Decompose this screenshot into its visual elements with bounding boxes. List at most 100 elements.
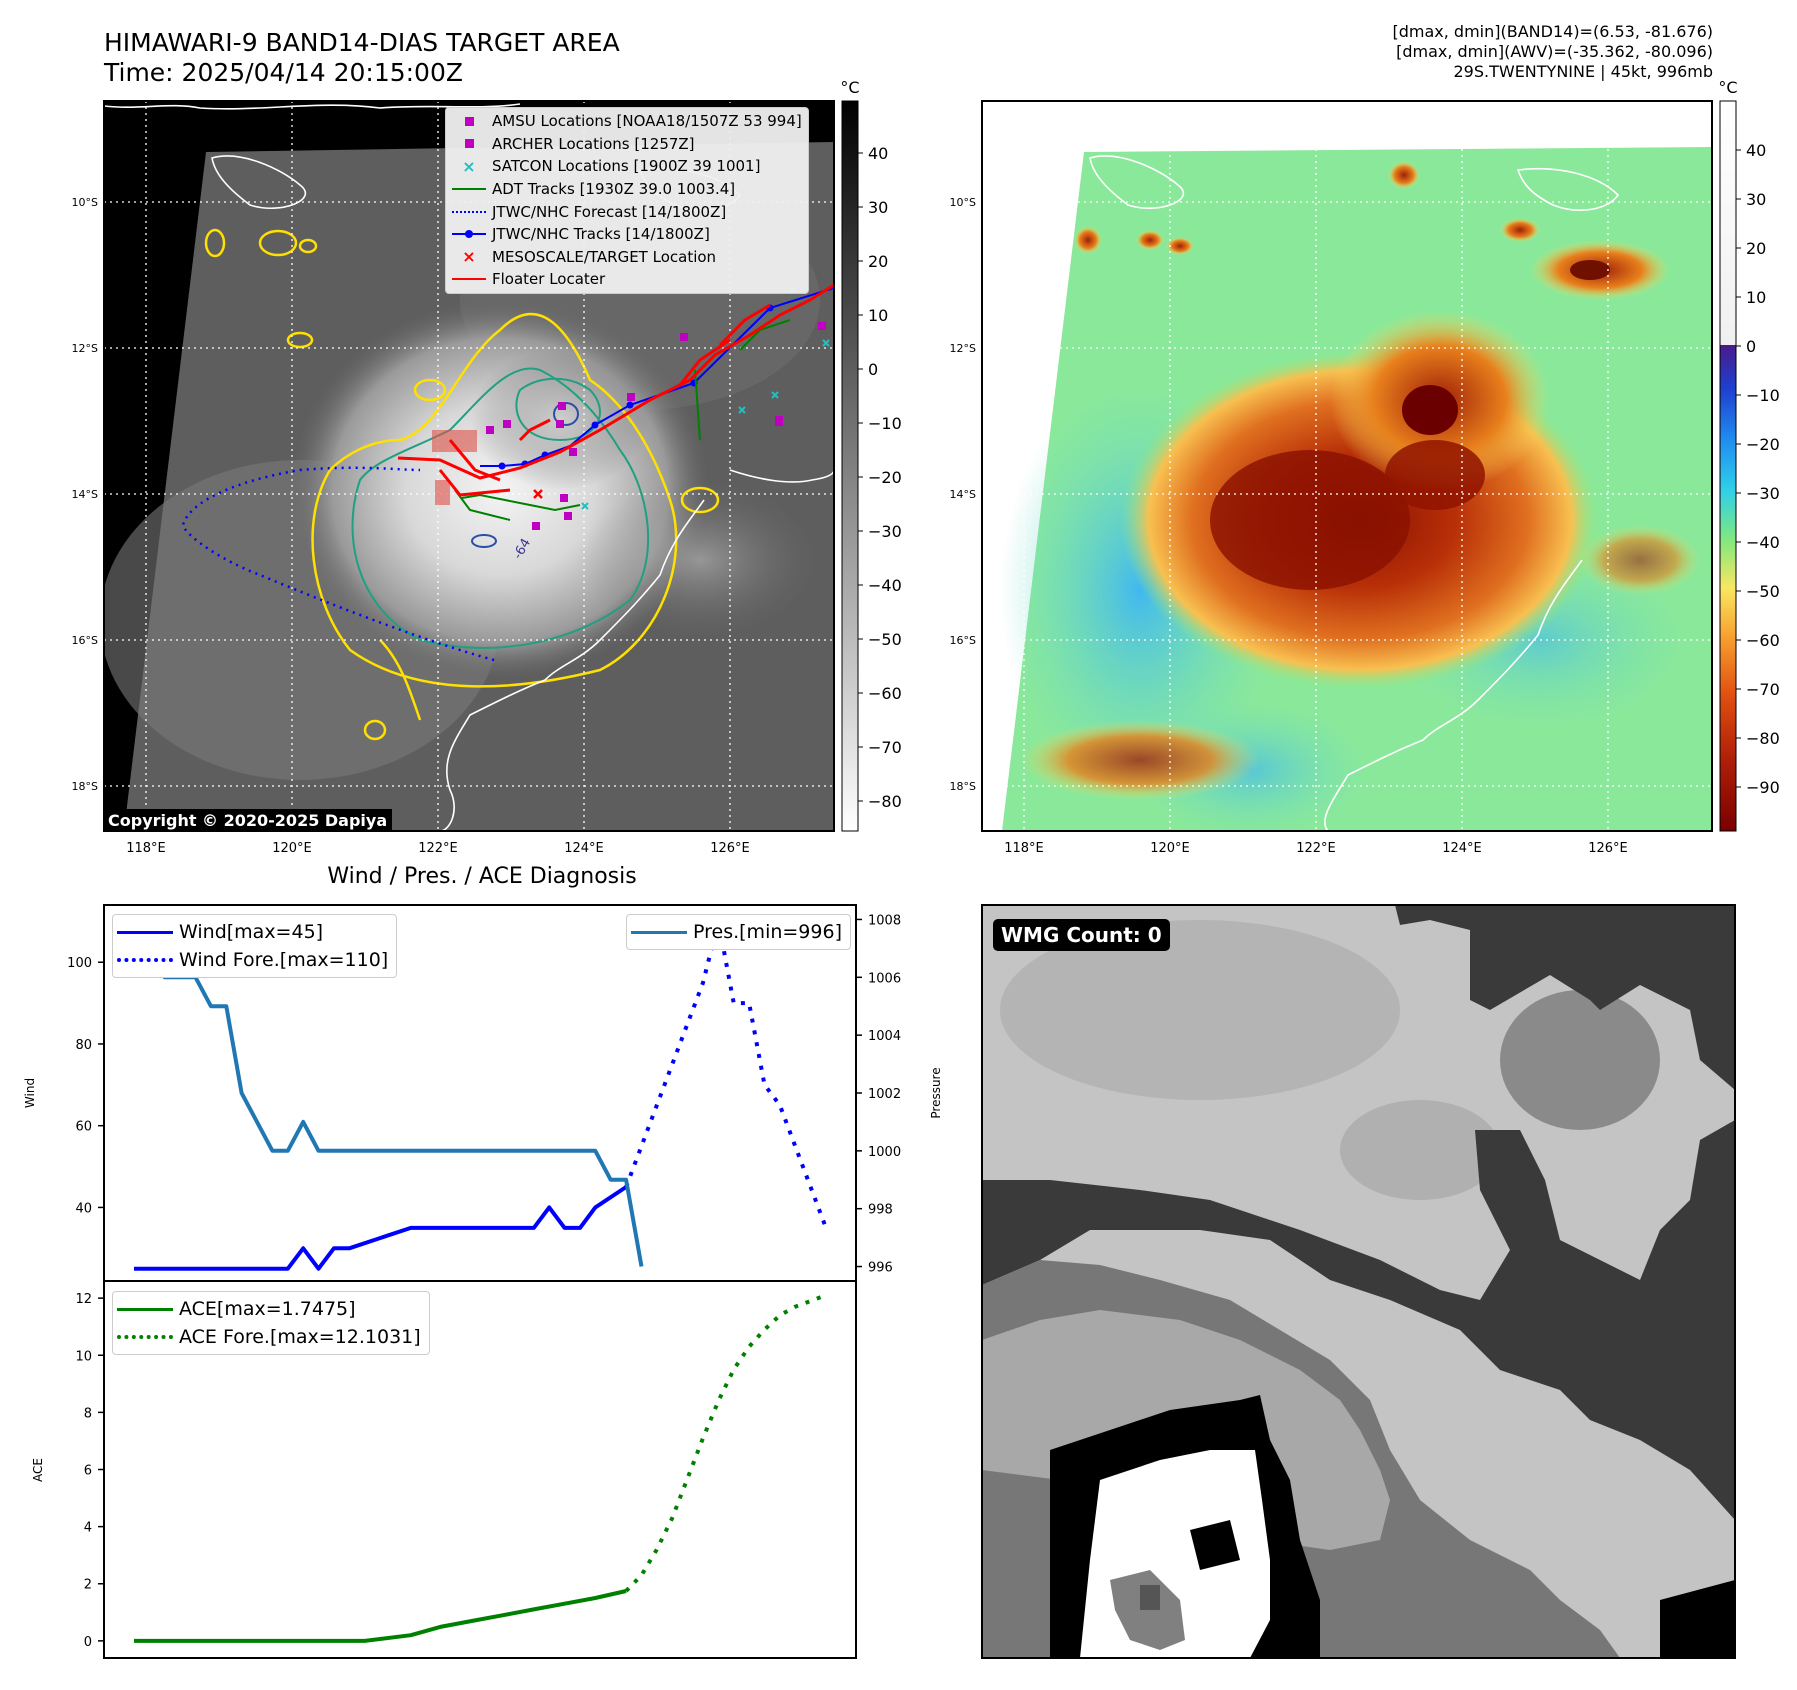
y2-tick-label: 1002 [868,1087,901,1102]
legend-item-archer: ARCHER Locations [1257Z] [446,133,802,156]
legend-item-adt: ADT Tracks [1930Z 39.0 1003.4] [446,178,802,201]
line-marker-icon [452,278,486,281]
awv-lon-tick-label: 122°E [1296,841,1336,856]
legend-item-ace-forecast: ACE Fore.[max=12.1031] [117,1323,421,1351]
adt-tracks [454,319,791,521]
y-tick-label: 0 [84,1635,92,1650]
ir-lat-tick-label: 16°S [72,634,98,647]
awv-colorbar-tick-label: −60 [1746,631,1780,650]
ir-colorbar-ticks: 40 30 20 10 0 −10 −20 −30 −40 −50 −60 −70 −80 [858,144,902,811]
wind-axis-label: Wind [23,1078,37,1108]
legend-item-amsu: AMSU Locations [NOAA18/1507Z 53 994] [446,110,802,133]
legend-item-wind-forecast: Wind Fore.[max=110] [117,946,388,974]
y2-tick-label: 1006 [868,971,901,986]
ace-legend: ACE[max=1.7475] ACE Fore.[max=12.1031] [112,1291,430,1355]
awv-lat-tick-label: 10°S [950,196,976,209]
awv-colorbar [1719,100,1737,832]
awv-lon-tick-label: 120°E [1150,841,1190,856]
ir-colorbar-tick-label: −50 [868,630,902,649]
awv-colorbar-tick-label: −90 [1746,778,1780,797]
y-tick-label: 8 [84,1406,92,1421]
line-marker-icon [631,930,687,934]
map-axis-ticks: 10°S 10°S 12°S 12°S 14°S 14°S 16°S 16°S 18°S 18°S… [72,196,1628,856]
ir-lat-tick-label: 10°S [72,196,98,209]
y2-tick-label: 1008 [868,913,901,928]
legend-item-floater: Floater Locater [446,268,802,291]
legend-item-jtwc-tracks: JTWC/NHC Tracks [14/1800Z] [446,223,802,246]
stats-header: [dmax, dmin](BAND14)=(6.53, -81.676) [dm… [1393,22,1714,82]
awv-lon-tick-label: 124°E [1442,841,1482,856]
awv-colorbar-tick-label: −70 [1746,680,1780,699]
y2-tick-label: 1004 [868,1029,901,1044]
awv-lat-tick-label: 14°S [950,488,976,501]
dotted-line-icon [117,1335,173,1339]
awv-colorbar-tick-label: −30 [1746,484,1780,503]
line-marker-icon [117,930,173,934]
awv-lon-tick-label: 118°E [1004,841,1044,856]
awv-lon-tick-label: 126°E [1588,841,1628,856]
ir-colorbar-unit: °C [840,78,859,97]
awv-gridlines [982,101,1712,831]
legend-item-satcon: × SATCON Locations [1900Z 39 1001] [446,155,802,178]
awv-coastlines [1089,155,1620,831]
ir-contours-yellow [204,228,720,741]
ir-colorbar [841,100,859,832]
dotted-line-icon [117,958,173,962]
series-line-ace-fore [624,1293,827,1593]
legend-item-pressure: Pres.[min=996] [631,918,842,946]
awv-lat-tick-label: 18°S [950,780,976,793]
storm-info: 29S.TWENTYNINE | 45kt, 996mb [1453,62,1714,81]
legend-item-ace: ACE[max=1.7475] [117,1295,421,1323]
y2-tick-label: 1000 [868,1145,901,1160]
dot-line-icon [452,230,486,239]
y2-tick-label: 996 [868,1261,893,1276]
square-marker-icon [464,139,474,149]
line-marker-icon [452,188,486,191]
awv-colorbar-ticks: 40 30 20 10 0 −10 −20 −30 −40 −50 −60 −70 −80 −90 [1736,141,1780,797]
awv-colorbar-tick-label: 10 [1746,288,1766,307]
awv-colorbar-tick-label: 30 [1746,190,1766,209]
title-time: Time: 2025/04/14 20:15:00Z [104,58,463,87]
awv-lat-tick-label: 16°S [950,634,976,647]
floater-locater-track [397,283,834,497]
ir-lon-tick-label: 126°E [710,841,750,856]
x-marker-icon: × [462,247,476,267]
ir-lon-tick-label: 122°E [418,841,458,856]
series-line-pres [134,917,644,1267]
dotted-line-icon [452,210,486,213]
ir-lon-tick-label: 118°E [126,841,166,856]
copyright-badge: Copyright © 2020-2025 Dapiya [103,809,393,832]
legend-item-target: × MESOSCALE/TARGET Location [446,246,802,269]
awv-map-frame [981,100,1713,832]
ir-colorbar-tick-label: 0 [868,360,878,379]
wmg-count-badge: WMG Count: 0 [993,919,1170,951]
ir-colorbar-tick-label: −30 [868,522,902,541]
ir-colorbar-tick-label: 40 [868,144,888,163]
ir-colorbar-tick-label: −20 [868,468,902,487]
y-tick-label: 6 [84,1464,92,1479]
y-tick-label: 100 [67,956,92,971]
ir-colorbar-tick-label: 20 [868,252,888,271]
awv-colorbar-tick-label: 40 [1746,141,1766,160]
ir-colorbar-tick-label: 10 [868,306,888,325]
ir-colorbar-tick-label: −40 [868,576,902,595]
series-line-wind [134,1185,628,1271]
line-marker-icon [117,1307,173,1311]
awv-colorbar-tick-label: −50 [1746,582,1780,601]
awv-colorbar-tick-label: 0 [1746,337,1756,356]
y-tick-label: 10 [75,1349,92,1364]
pressure-axis-label: Pressure [929,1067,943,1118]
wind-legend: Wind[max=45] Wind Fore.[max=110] [112,914,398,978]
legend-item-wind: Wind[max=45] [117,918,388,946]
y-tick-label: 2 [84,1578,92,1593]
y-tick-label: 40 [75,1201,92,1216]
y-tick-label: 60 [75,1120,92,1135]
awv-colorbar-unit: °C [1718,78,1737,97]
y2-tick-label: 998 [868,1203,893,1218]
band14-range: [dmax, dmin](BAND14)=(6.53, -81.676) [1392,22,1714,41]
awv-colorbar-tick-label: −80 [1746,729,1780,748]
ir-lat-tick-label: 12°S [72,342,98,355]
pressure-legend: Pres.[min=996] [626,914,851,950]
ir-legend: AMSU Locations [NOAA18/1507Z 53 994] ARC… [445,107,809,294]
